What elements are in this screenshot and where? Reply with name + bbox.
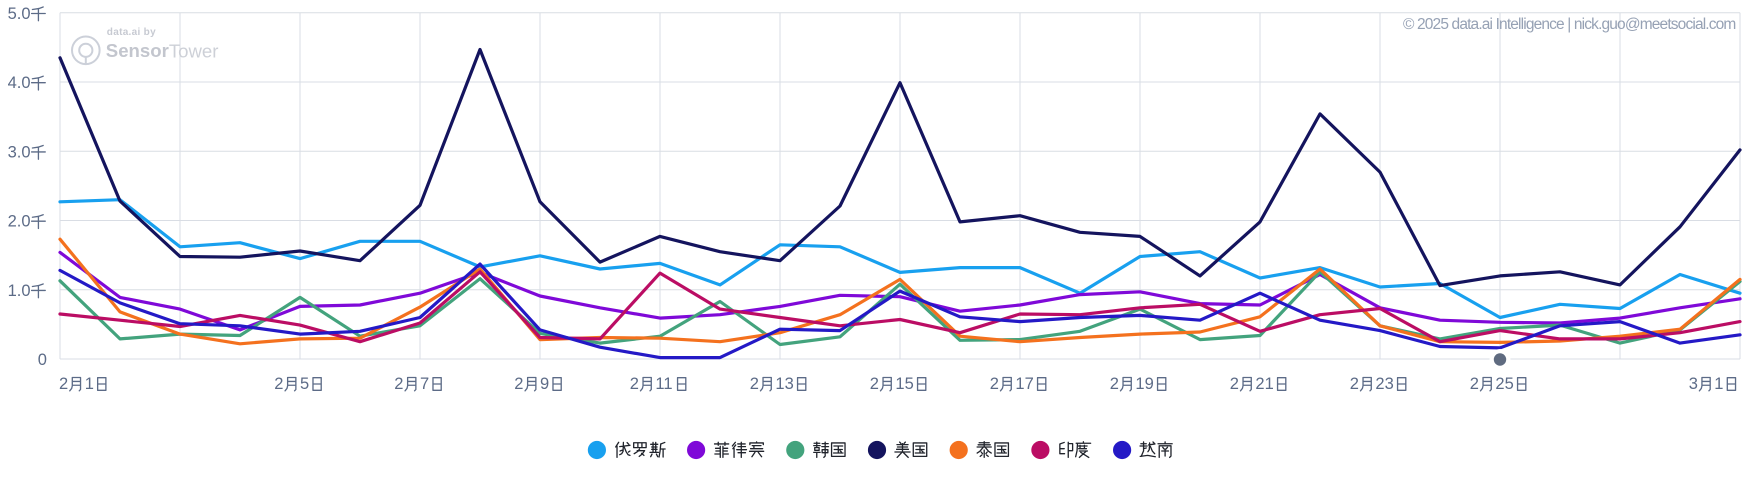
svg-text:2: 2 — [394, 375, 403, 393]
svg-text:9: 9 — [540, 375, 549, 393]
svg-text:2: 2 — [59, 375, 68, 393]
svg-text:2: 2 — [1350, 375, 1359, 393]
svg-text:23: 23 — [1375, 375, 1393, 393]
svg-text:21: 21 — [1255, 375, 1273, 393]
svg-text:1: 1 — [85, 375, 94, 393]
svg-text:15: 15 — [895, 375, 913, 393]
svg-text:17: 17 — [1015, 375, 1033, 393]
svg-text:2: 2 — [630, 375, 639, 393]
svg-text:2: 2 — [1230, 375, 1239, 393]
svg-text:5: 5 — [300, 375, 309, 393]
svg-text:data.ai by: data.ai by — [107, 27, 156, 38]
svg-text:2: 2 — [514, 375, 523, 393]
svg-text:2: 2 — [870, 375, 879, 393]
svg-text:2: 2 — [1110, 375, 1119, 393]
svg-text:2: 2 — [274, 375, 283, 393]
svg-text:3.0: 3.0 — [8, 143, 31, 161]
svg-text:4.0: 4.0 — [8, 74, 31, 92]
svg-text:1.0: 1.0 — [8, 282, 31, 300]
svg-text:2: 2 — [990, 375, 999, 393]
svg-text:0: 0 — [38, 351, 47, 369]
svg-text:2.0: 2.0 — [8, 213, 31, 231]
svg-text:11: 11 — [655, 375, 672, 393]
svg-text:SensorTower: SensorTower — [106, 40, 219, 61]
svg-text:25: 25 — [1495, 375, 1513, 393]
svg-text:5.0: 5.0 — [8, 5, 31, 23]
svg-text:1: 1 — [1714, 375, 1723, 393]
svg-text:13: 13 — [775, 375, 793, 393]
svg-text:7: 7 — [420, 375, 429, 393]
svg-text:2: 2 — [750, 375, 759, 393]
svg-text:19: 19 — [1135, 375, 1153, 393]
svg-text:3: 3 — [1689, 375, 1698, 393]
svg-text:© 2025 data.ai Intelligence |: © 2025 data.ai Intelligence | nick.guo@m… — [1403, 16, 1736, 33]
svg-text:2: 2 — [1470, 375, 1479, 393]
